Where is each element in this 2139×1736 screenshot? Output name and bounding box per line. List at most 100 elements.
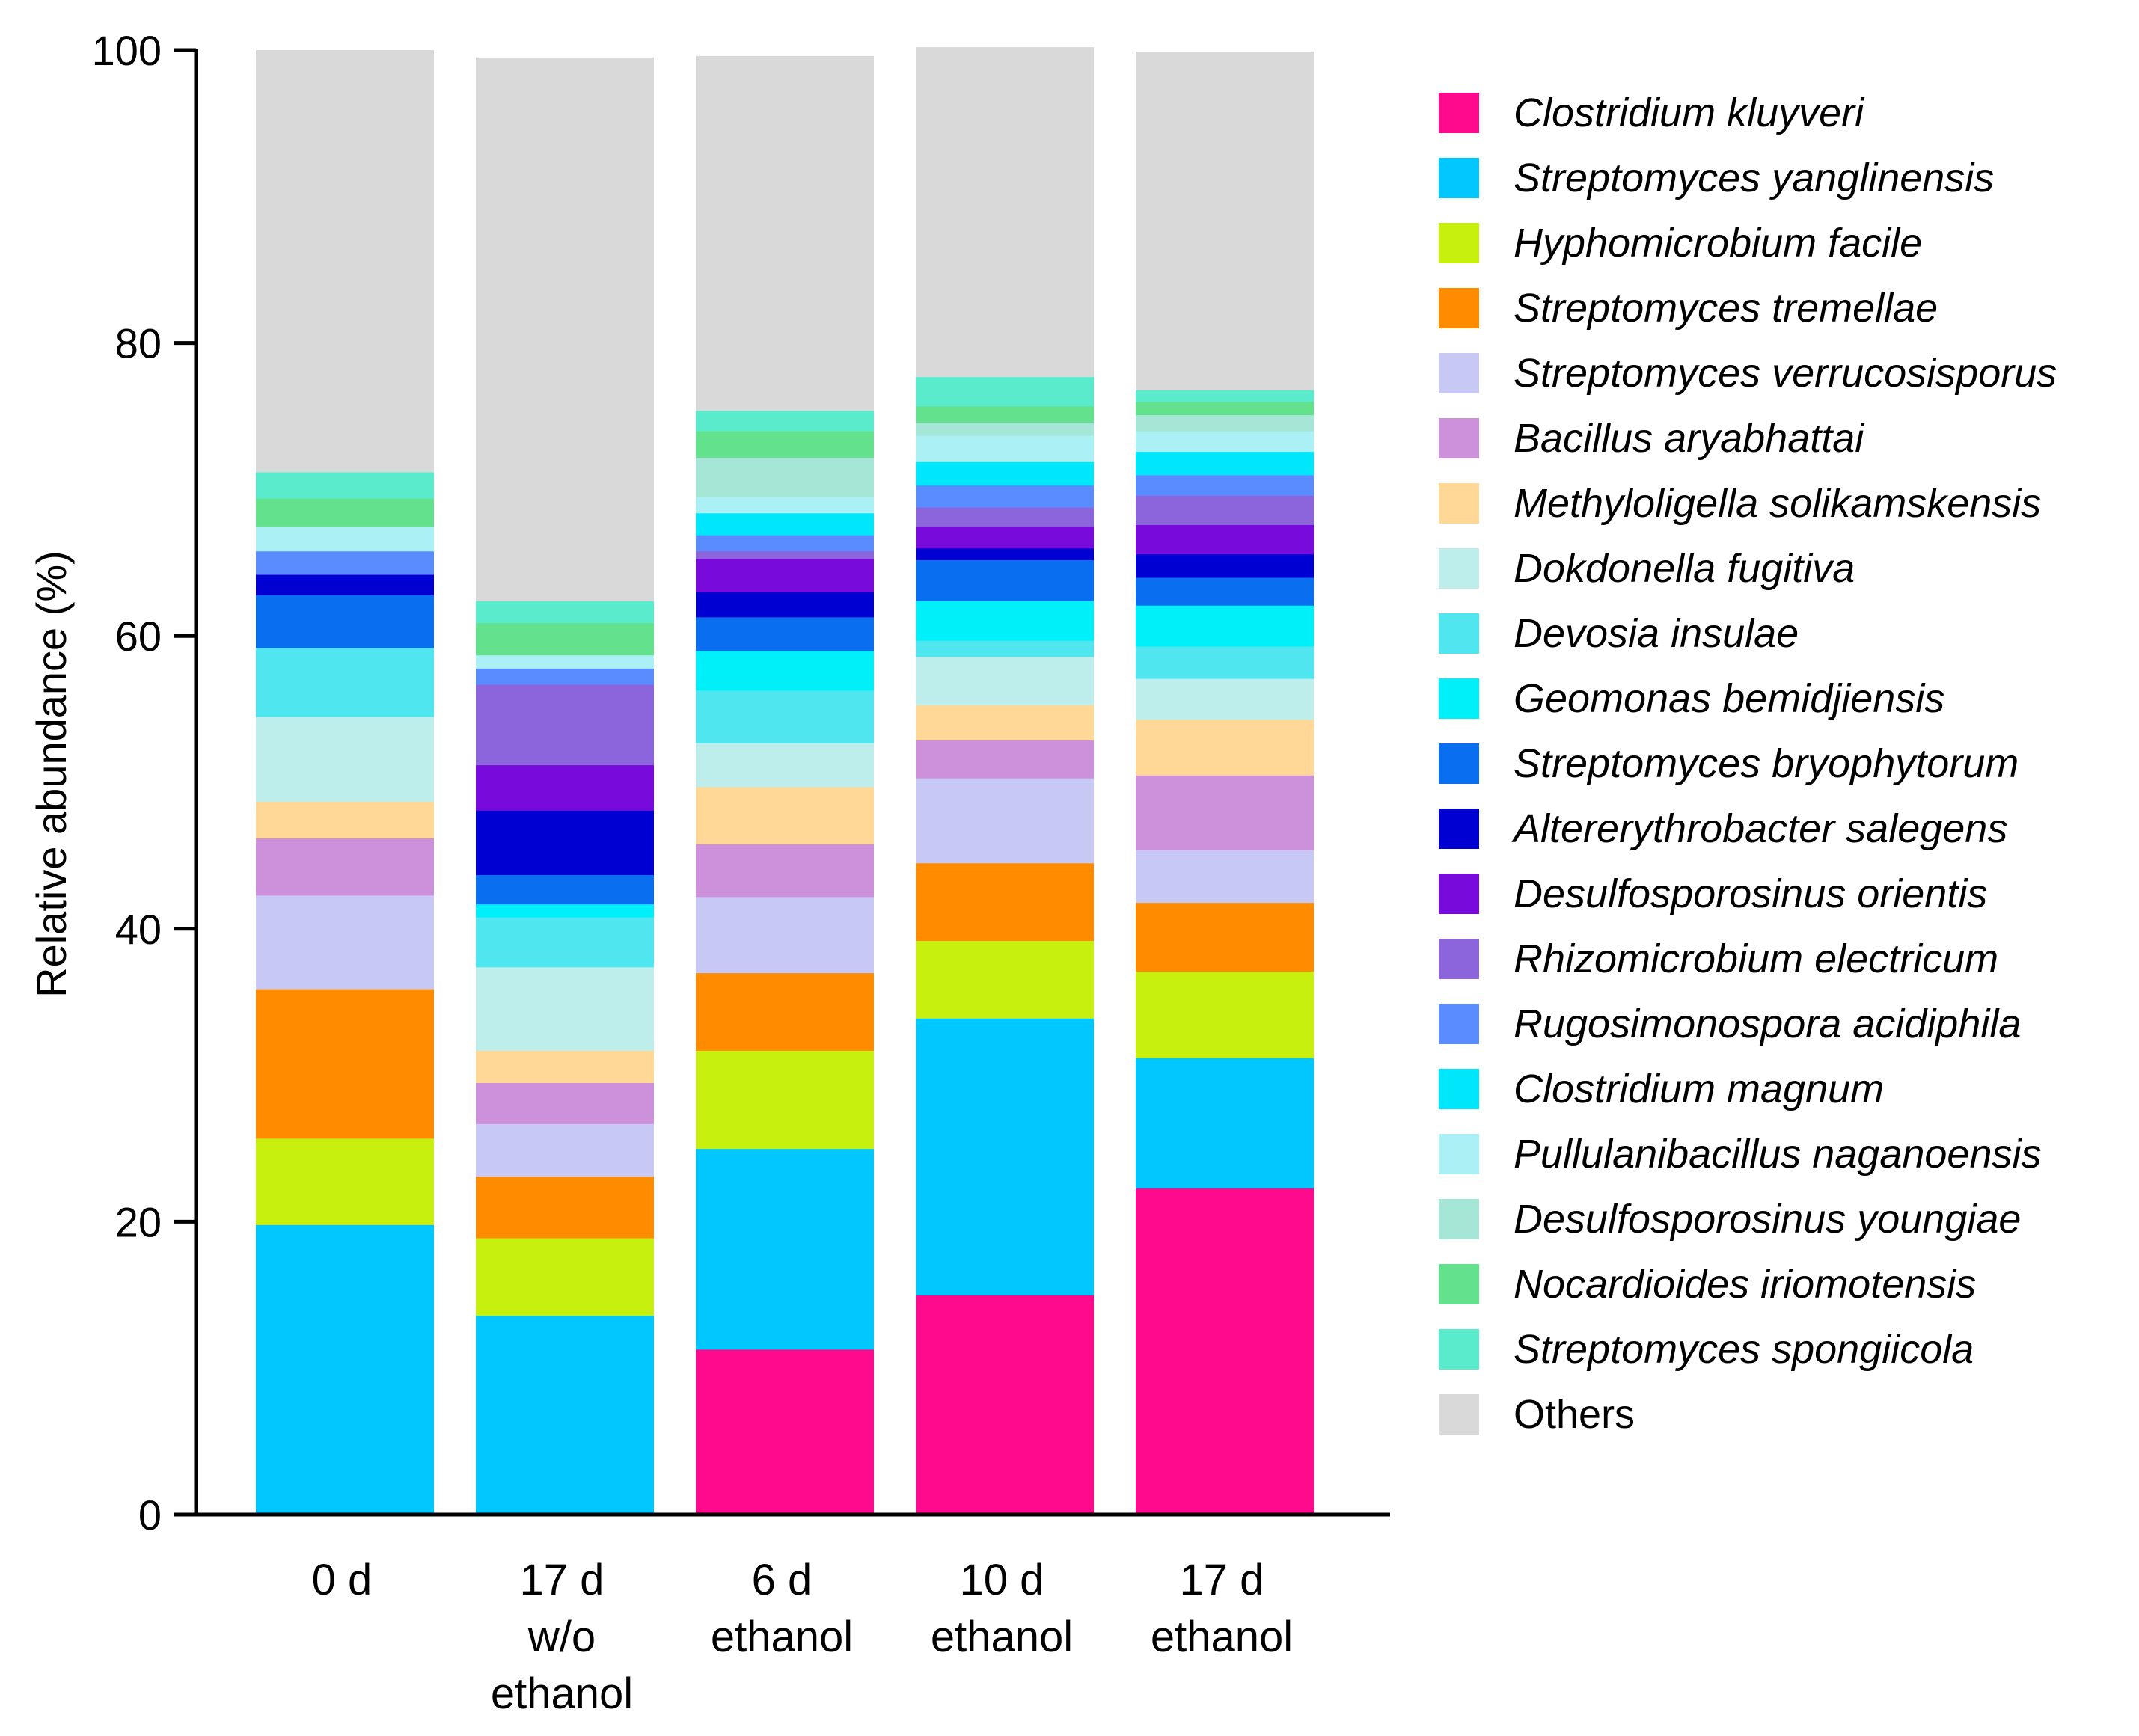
bar-segment-1-1 [476, 1315, 654, 1515]
legend-label: Dokdonella fugitiva [1514, 546, 1855, 591]
bar-segment-1-3 [476, 1176, 654, 1239]
bar-segment-0-19 [256, 471, 434, 499]
bar-segment-0-11 [256, 574, 434, 595]
legend-label: Devosia insulae [1514, 611, 1799, 656]
bar-segment-0-16 [256, 526, 434, 552]
bar-segment-1-9 [476, 904, 654, 918]
x-category-label: ethanol [931, 1613, 1073, 1661]
bar-segment-4-2 [1136, 971, 1314, 1058]
bar-segment-1-18 [476, 622, 654, 656]
bar-segment-3-11 [916, 548, 1094, 560]
legend-swatch [1439, 483, 1479, 524]
bar-segment-2-14 [696, 535, 874, 552]
bar-segment-4-6 [1136, 719, 1314, 776]
legend-label: Streptomyces yanglinensis [1514, 156, 1994, 200]
legend-label: Clostridium kluyveri [1514, 91, 1865, 135]
bar-segment-2-5 [696, 844, 874, 898]
bar-segment-3-13 [916, 506, 1094, 527]
bar-segment-4-11 [1136, 553, 1314, 578]
bar-segment-2-19 [696, 410, 874, 432]
bar-segment-0-10 [256, 595, 434, 648]
legend-swatch [1439, 288, 1479, 328]
x-category-label: ethanol [1151, 1613, 1293, 1661]
bar-segment-4-10 [1136, 577, 1314, 606]
bar-segment-1-5 [476, 1082, 654, 1124]
legend-swatch [1439, 1329, 1479, 1370]
bar-segment-3-15 [916, 461, 1094, 486]
bar-segment-3-8 [916, 640, 1094, 657]
bar-segment-0-14 [256, 550, 434, 575]
bar-segment-3-6 [916, 705, 1094, 740]
bar-segment-2-4 [696, 896, 874, 974]
legend-label: Others [1514, 1392, 1635, 1437]
bar-segment-3-3 [916, 862, 1094, 942]
y-tick-label: 0 [138, 1491, 162, 1539]
legend-swatch [1439, 678, 1479, 719]
bar-segment-4-0 [1136, 1188, 1314, 1515]
y-tick-label: 80 [115, 320, 162, 367]
legend-swatch [1439, 874, 1479, 914]
legend-swatch [1439, 809, 1479, 849]
bar-segment-4-9 [1136, 605, 1314, 647]
bar-segment-4-3 [1136, 902, 1314, 972]
bar-segment-1-7 [476, 966, 654, 1051]
bar-segment-3-7 [916, 656, 1094, 705]
bar-segment-2-12 [696, 558, 874, 593]
bar-segment-4-15 [1136, 451, 1314, 476]
bar-segment-3-2 [916, 940, 1094, 1019]
bar-segment-3-12 [916, 526, 1094, 549]
bar-segment-1-14 [476, 668, 654, 685]
bar-segment-3-20 [916, 47, 1094, 378]
bar-segment-0-3 [256, 989, 434, 1139]
bar-segment-2-0 [696, 1349, 874, 1515]
bar-segment-3-5 [916, 740, 1094, 779]
bar-segment-3-14 [916, 485, 1094, 508]
bar-segment-0-18 [256, 498, 434, 527]
bar-segment-3-18 [916, 405, 1094, 423]
x-category-label: 0 d [312, 1556, 373, 1604]
legend-label: Bacillus aryabhattai [1514, 416, 1865, 461]
x-category-label: 17 d [520, 1556, 605, 1604]
legend-label: Nocardioides iriomotensis [1514, 1262, 1976, 1307]
bar-segment-2-20 [696, 55, 874, 411]
bar-segment-1-6 [476, 1050, 654, 1083]
bar-segment-4-18 [1136, 401, 1314, 416]
bar-segment-3-17 [916, 422, 1094, 436]
bar-segment-1-12 [476, 764, 654, 811]
legend-swatch [1439, 223, 1479, 263]
legend-label: Geomonas bemidjiensis [1514, 676, 1944, 721]
bar-segment-2-15 [696, 512, 874, 536]
legend-label: Rugosimonospora acidiphila [1514, 1002, 2021, 1046]
bar-segment-4-1 [1136, 1058, 1314, 1188]
y-tick-label: 100 [92, 27, 162, 74]
bar-segment-2-17 [696, 457, 874, 497]
legend-swatch [1439, 1069, 1479, 1109]
bar-segment-0-20 [256, 50, 434, 473]
bar-segment-4-19 [1136, 390, 1314, 402]
bar-segment-1-19 [476, 601, 654, 624]
legend: Clostridium kluyveri Streptomyces yanglin… [1439, 91, 2057, 1437]
legend-swatch [1439, 93, 1479, 133]
bar-segment-1-11 [476, 810, 654, 875]
bar-segment-3-9 [916, 601, 1094, 641]
bar-segment-1-16 [476, 654, 654, 669]
legend-label: Pullulanibacillus naganoensis [1514, 1132, 2041, 1177]
bar-segment-4-17 [1136, 414, 1314, 432]
bar-segment-2-9 [696, 650, 874, 691]
legend-swatch [1439, 1134, 1479, 1174]
bar-segment-4-13 [1136, 495, 1314, 525]
legend-swatch [1439, 613, 1479, 654]
bar-segment-1-10 [476, 874, 654, 905]
legend-label: Streptomyces bryophytorum [1514, 741, 2019, 786]
bar-segment-4-4 [1136, 850, 1314, 904]
bar-segment-2-10 [696, 616, 874, 651]
bar-segment-1-13 [476, 684, 654, 766]
bar-segment-0-1 [256, 1224, 434, 1515]
legend-label: Streptomyces verrucosisporus [1514, 351, 2057, 396]
bar-segment-3-19 [916, 376, 1094, 407]
bar-segment-0-4 [256, 895, 434, 990]
bar-segment-3-0 [916, 1295, 1094, 1515]
bar-segment-1-2 [476, 1237, 654, 1316]
legend-label: Clostridium magnum [1514, 1067, 1884, 1111]
legend-swatch [1439, 1199, 1479, 1239]
